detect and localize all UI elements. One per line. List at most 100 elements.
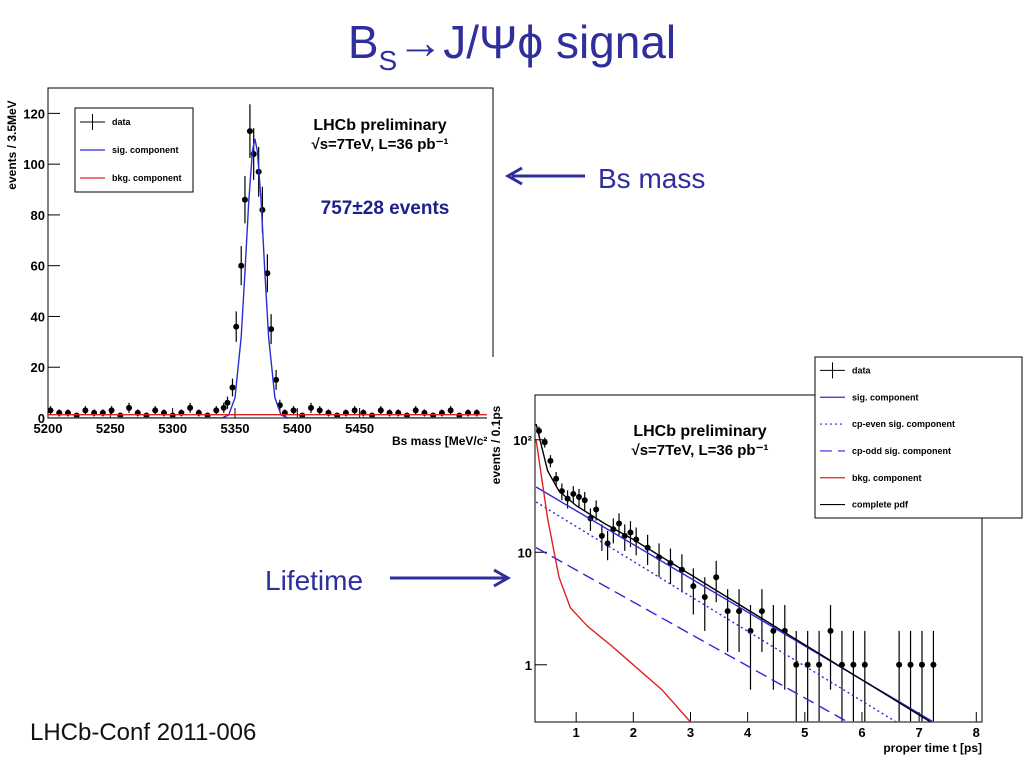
plot-frame bbox=[47, 87, 494, 419]
data-point bbox=[246, 128, 253, 135]
x-tick-label: 3 bbox=[687, 725, 694, 740]
data-point bbox=[736, 608, 743, 615]
data-point bbox=[713, 574, 720, 581]
x-tick-label: 5250 bbox=[96, 421, 125, 436]
legend-label: data bbox=[112, 117, 132, 127]
data-point bbox=[447, 407, 454, 414]
y-tick-label: 60 bbox=[31, 259, 45, 274]
arrow-label: Lifetime bbox=[265, 565, 363, 596]
plot-area bbox=[535, 423, 977, 722]
curve bbox=[535, 546, 849, 722]
y-tick-label: 80 bbox=[31, 208, 45, 223]
annotation: LHCb preliminary bbox=[633, 423, 766, 440]
data-point bbox=[264, 270, 271, 277]
data-point bbox=[377, 407, 384, 414]
y-tick-label: 10² bbox=[513, 433, 532, 448]
x-tick-label: 5300 bbox=[158, 421, 187, 436]
legend-box bbox=[814, 356, 1023, 519]
data-point bbox=[724, 608, 731, 615]
data-point bbox=[273, 376, 280, 383]
slide-title: BS→J/Ψϕ signal bbox=[348, 16, 676, 76]
data-point bbox=[238, 262, 245, 269]
annotation: √s=7TeV, L=36 pb⁻¹ bbox=[631, 442, 768, 459]
y-tick-label: 120 bbox=[23, 106, 45, 121]
data-point bbox=[907, 661, 914, 668]
data-point bbox=[604, 540, 611, 547]
x-tick-label: 5 bbox=[801, 725, 808, 740]
y-axis-label: events / 3.5MeV bbox=[5, 100, 19, 189]
x-tick-label: 5200 bbox=[34, 421, 63, 436]
y-tick-label: 10 bbox=[518, 545, 532, 560]
y-tick-label: 0 bbox=[38, 411, 45, 426]
data-point bbox=[627, 529, 634, 536]
y-tick-label: 1 bbox=[525, 658, 532, 673]
data-point bbox=[308, 404, 315, 411]
footer: LHCb-Conf 2011-006 bbox=[30, 719, 256, 746]
data-point bbox=[593, 506, 600, 513]
data-point bbox=[48, 407, 54, 414]
plot-area bbox=[48, 104, 493, 418]
legend-label: bkg. component bbox=[112, 173, 182, 183]
data-point bbox=[290, 407, 297, 414]
legend-label: sig. component bbox=[852, 392, 919, 402]
x-axis-label: proper time t [ps] bbox=[883, 741, 982, 755]
legend-label: bkg. component bbox=[852, 473, 922, 483]
data-point bbox=[793, 661, 800, 668]
curve bbox=[535, 423, 931, 722]
data-point bbox=[690, 583, 697, 590]
data-point bbox=[152, 407, 159, 414]
y-tick-label: 40 bbox=[31, 309, 45, 324]
data-point bbox=[827, 627, 834, 634]
data-point bbox=[930, 661, 937, 668]
x-tick-label: 4 bbox=[744, 725, 752, 740]
annotation: 757±28 events bbox=[321, 198, 450, 219]
data-point bbox=[701, 594, 708, 601]
data-point bbox=[229, 384, 236, 391]
data-point bbox=[220, 404, 227, 411]
x-tick-label: 5350 bbox=[221, 421, 250, 436]
x-axis-label: Bs mass [MeV/c²] bbox=[392, 434, 491, 448]
data-point bbox=[108, 407, 115, 414]
curve bbox=[535, 439, 977, 722]
mass-arrow bbox=[504, 166, 585, 186]
data-point bbox=[241, 196, 248, 203]
data-point bbox=[616, 520, 623, 527]
data-point bbox=[758, 608, 765, 615]
data-point bbox=[316, 407, 323, 414]
legend-label: sig. component bbox=[112, 145, 179, 155]
x-tick-label: 8 bbox=[973, 725, 980, 740]
data-point bbox=[224, 399, 231, 406]
legend-label: data bbox=[852, 365, 872, 375]
data-point bbox=[896, 661, 903, 668]
lifetime-arrow bbox=[390, 568, 512, 588]
data-point bbox=[570, 490, 577, 497]
data-point bbox=[82, 407, 89, 414]
lifetime-chart: LHCb preliminary √s=7TeV, L=36 pb⁻¹ 1 2 3 4… bbox=[489, 356, 1023, 755]
annotation: √s=7TeV, L=36 pb⁻¹ bbox=[311, 136, 448, 153]
data-point bbox=[213, 407, 220, 414]
data-point bbox=[412, 407, 419, 414]
y-tick-label: 100 bbox=[23, 157, 45, 172]
x-tick-label: 1 bbox=[573, 725, 580, 740]
x-tick-label: 7 bbox=[916, 725, 923, 740]
data-point bbox=[351, 407, 358, 414]
data-point bbox=[553, 475, 560, 482]
mass-chart: LHCb preliminary √s=7TeV, L=36 pb⁻¹ 757±… bbox=[5, 87, 494, 448]
data-point bbox=[918, 661, 925, 668]
data-point bbox=[861, 661, 868, 668]
data-point bbox=[770, 627, 777, 634]
data-point bbox=[541, 439, 548, 446]
data-point bbox=[850, 661, 857, 668]
x-tick-label: 5450 bbox=[345, 421, 374, 436]
data-point bbox=[747, 627, 754, 634]
annotation: LHCb preliminary bbox=[313, 117, 446, 134]
data-point bbox=[547, 457, 554, 464]
y-axis-label: events / 0.1ps bbox=[489, 405, 503, 484]
arrow-label: Bs mass bbox=[598, 163, 705, 194]
x-tick-label: 5400 bbox=[283, 421, 312, 436]
data-point bbox=[126, 404, 133, 411]
data-point bbox=[581, 497, 588, 504]
data-point bbox=[233, 323, 240, 330]
data-point bbox=[576, 493, 583, 500]
